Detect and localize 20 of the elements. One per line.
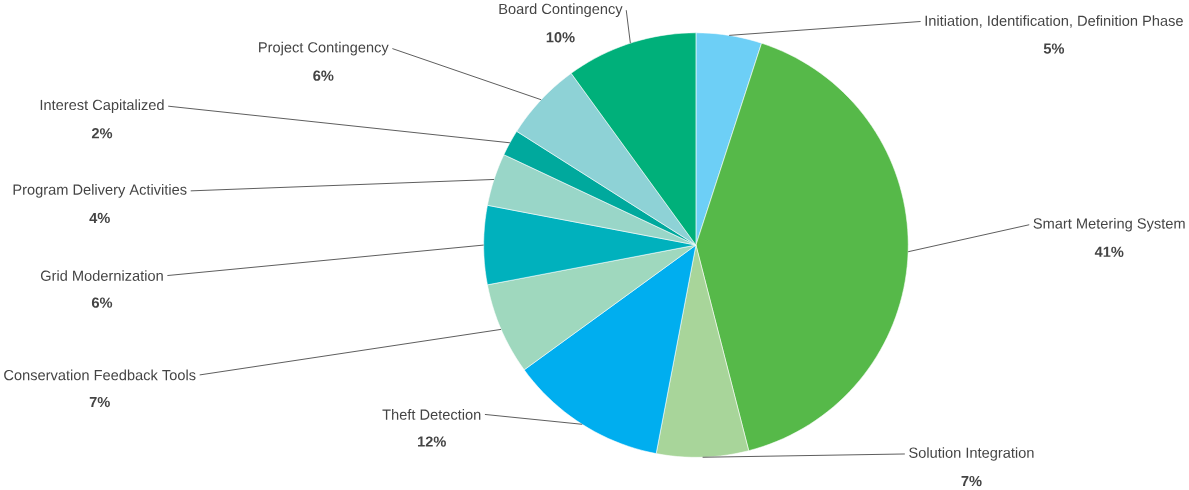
data-label: 10% bbox=[546, 32, 575, 43]
data-label: 2% bbox=[91, 128, 113, 139]
data-label: 12% bbox=[417, 436, 446, 447]
slice-label: Interest Capitalized bbox=[40, 99, 164, 114]
slice-label: Theft Detection bbox=[382, 409, 481, 420]
data-label: 6% bbox=[91, 297, 113, 308]
slice-label: Board Contingency bbox=[499, 3, 623, 18]
slice-label: Grid Modernization bbox=[40, 270, 163, 281]
slice-label: Initiation, Identification, Definition Phase bbox=[925, 15, 1183, 28]
slice-label: Smart Metering System bbox=[1033, 217, 1185, 232]
data-label: 4% bbox=[89, 212, 110, 224]
data-label: 41% bbox=[1094, 246, 1124, 257]
data-label: 7% bbox=[89, 396, 110, 408]
slice-label: Program Delivery Activities bbox=[13, 184, 187, 198]
data-label: 6% bbox=[313, 70, 334, 81]
slice-label: Solution Integration bbox=[909, 447, 1034, 461]
slice-label: Project Contingency bbox=[259, 41, 389, 56]
data-label: 5% bbox=[1043, 43, 1065, 54]
slice-label: Conservation Feedback Tools bbox=[4, 369, 196, 381]
data-label: 7% bbox=[961, 475, 982, 487]
